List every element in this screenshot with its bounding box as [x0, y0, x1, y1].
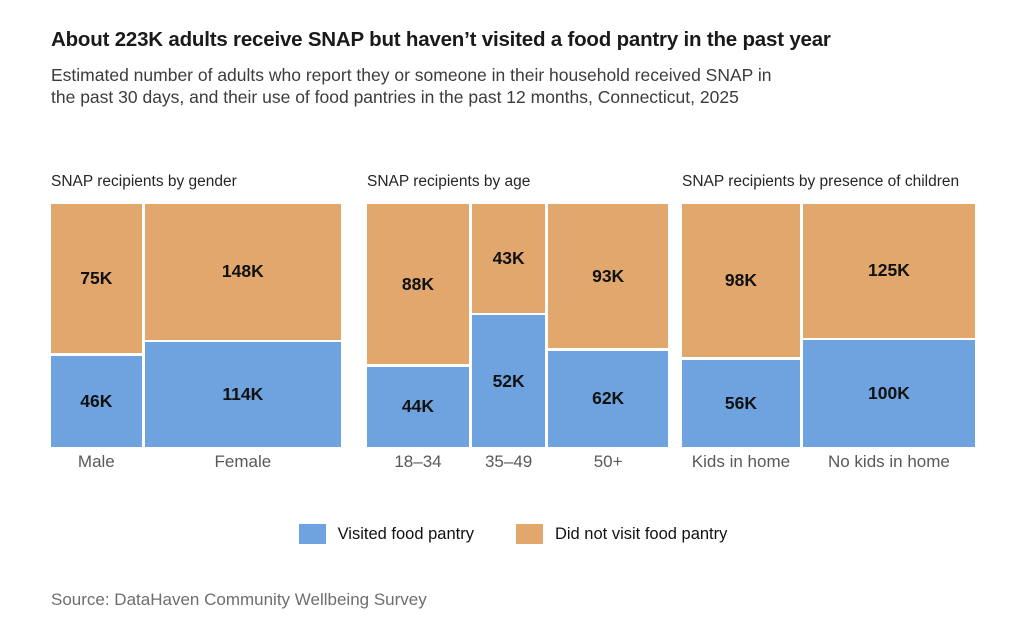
legend-label-visited: Visited food pantry [337, 524, 474, 543]
segment-did-not-visit: 75K [51, 204, 142, 354]
panels-row: SNAP recipients by gender 75K 46K 148K 114K… [51, 146, 975, 472]
subtitle-line-2: the past 30 days, and their use of food … [51, 86, 739, 107]
mosaic-column: 88K 44K [367, 204, 469, 448]
panel-title-gender: SNAP recipients by gender [51, 172, 237, 190]
legend-item-visited: Visited food pantry [298, 524, 474, 545]
segment-value-label: 100K [868, 383, 910, 404]
segment-visited: 46K [51, 355, 142, 448]
panel-title-children: SNAP recipients by presence of children [682, 172, 960, 190]
category-label: No kids in home [827, 452, 950, 472]
category-label: 18–34 [394, 452, 442, 472]
mosaic-gender: 75K 46K 148K 114K [51, 204, 341, 448]
category-label: 35–49 [484, 452, 533, 472]
segment-value-label: 62K [592, 388, 625, 409]
mosaic-column: 148K 114K [144, 204, 341, 448]
legend: Visited food pantry Did not visit food p… [51, 524, 975, 545]
segment-value-label: 44K [401, 396, 435, 417]
mosaic-column: 43K 52K [471, 204, 546, 448]
segment-value-label: 148K [221, 261, 264, 282]
panel-age: SNAP recipients by age 88K 44K 43K 52K 93K 62… [367, 146, 668, 472]
panel-gender: SNAP recipients by gender 75K 46K 148K 114K… [51, 146, 341, 472]
mosaic-column: 75K 46K [51, 204, 142, 448]
segment-did-not-visit: 125K [802, 204, 975, 338]
segment-value-label: 88K [401, 273, 435, 294]
mosaic-column: 125K 100K [802, 204, 975, 448]
category-label: 50+ [593, 452, 623, 472]
segment-value-label: 98K [724, 270, 757, 291]
segment-value-label: 43K [492, 247, 525, 268]
panel-title-age: SNAP recipients by age [367, 172, 531, 190]
segment-value-label: 56K [724, 392, 757, 413]
category-label: Female [214, 452, 272, 472]
mosaic-children: 98K 56K 125K 100K [682, 204, 975, 448]
segment-visited: 44K [367, 366, 469, 448]
legend-label-not-visited: Did not visit food pantry [554, 524, 728, 543]
mosaic-age: 88K 44K 43K 52K 93K 62K [367, 204, 668, 448]
chart-title: About 223K adults receive SNAP but haven… [51, 28, 831, 51]
segment-did-not-visit: 148K [144, 204, 341, 340]
segment-value-label: 114K [222, 384, 264, 405]
legend-item-not-visited: Did not visit food pantry [515, 524, 728, 545]
subtitle-line-1: Estimated number of adults who report th… [51, 65, 772, 85]
mosaic-column: 98K 56K [682, 204, 800, 448]
category-labels-children: Kids in home No kids in home [682, 452, 975, 472]
segment-did-not-visit: 43K [471, 204, 546, 313]
mosaic-column: 93K 62K [548, 204, 668, 448]
segment-did-not-visit: 88K [367, 204, 469, 365]
segment-visited: 62K [548, 350, 668, 448]
segment-visited: 100K [802, 340, 975, 448]
segment-visited: 52K [471, 315, 546, 448]
legend-swatch-not-visited-icon [515, 524, 543, 545]
segment-visited: 56K [682, 359, 800, 448]
panel-children: SNAP recipients by presence of children … [682, 146, 975, 472]
category-labels-age: 18–34 35–49 50+ [367, 452, 668, 472]
category-labels-gender: Male Female [51, 452, 341, 472]
segment-value-label: 93K [592, 265, 625, 286]
segment-value-label: 125K [868, 260, 910, 281]
source-note: Source: DataHaven Community Wellbeing Su… [51, 590, 427, 610]
segment-did-not-visit: 98K [682, 204, 800, 358]
segment-value-label: 75K [80, 268, 113, 289]
segment-value-label: 46K [80, 390, 113, 411]
chart-subtitle: Estimated number of adults who report th… [51, 65, 975, 108]
segment-did-not-visit: 93K [548, 204, 668, 349]
segment-value-label: 52K [492, 370, 525, 391]
category-label: Kids in home [691, 452, 791, 472]
legend-swatch-visited-icon [298, 524, 326, 545]
segment-visited: 114K [144, 342, 341, 448]
category-label: Male [77, 452, 115, 472]
